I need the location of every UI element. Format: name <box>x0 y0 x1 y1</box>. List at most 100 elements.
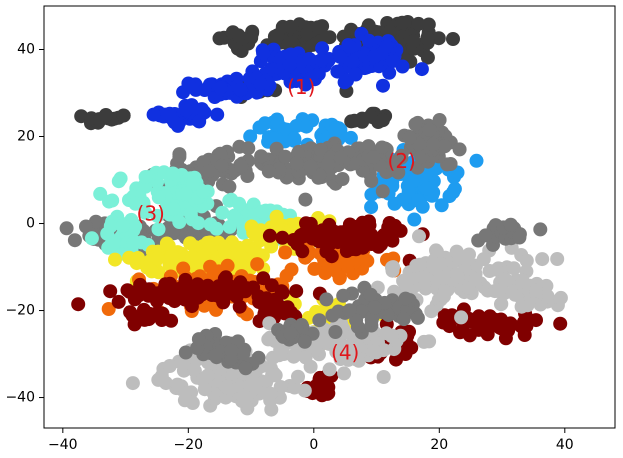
scatter-point-light-blue <box>299 119 314 134</box>
scatter-point-mid-gray <box>335 172 350 186</box>
scatter-point-yellow <box>131 251 146 265</box>
scatter-point-blue <box>345 54 360 69</box>
scatter-point-mid-gray <box>224 343 239 358</box>
scatter-point-mid-gray <box>478 228 493 243</box>
scatter-point-orange <box>360 253 375 268</box>
scatter-point-light-gray <box>273 380 288 394</box>
scatter-point-cyan <box>150 208 165 223</box>
scatter-point-light-gray <box>384 329 399 344</box>
scatter-point-yellow <box>165 248 179 263</box>
scatter-point-cyan <box>166 202 181 217</box>
scatter-point-light-gray <box>489 262 504 277</box>
scatter-point-yellow <box>197 248 212 263</box>
scatter-point-yellow <box>264 239 279 254</box>
scatter-point-light-blue <box>343 130 358 145</box>
scatter-point-light-blue <box>328 123 343 138</box>
scatter-point-dark-red <box>71 297 86 312</box>
scatter-point-light-gray <box>412 257 427 272</box>
scatter-point-light-gray <box>298 350 313 365</box>
scatter-point-light-gray <box>424 304 439 319</box>
scatter-point-mid-gray <box>319 292 334 307</box>
scatter-point-mid-gray <box>283 326 298 341</box>
x-tick-label: 20 <box>430 437 448 453</box>
scatter-point-light-gray <box>459 252 474 267</box>
scatter-point-mid-gray <box>321 157 335 172</box>
scatter-point-mid-gray <box>342 303 357 318</box>
scatter-point-dark-upper <box>322 30 337 45</box>
scatter-point-dark-upper <box>311 20 326 35</box>
scatter-point-light-gray <box>263 386 278 401</box>
scatter-point-cyan <box>209 221 224 236</box>
scatter-point-cyan <box>151 190 166 205</box>
scatter-point-mid-gray <box>238 361 253 376</box>
scatter-point-yellow <box>233 257 248 272</box>
scatter-point-light-gray <box>436 271 450 286</box>
scatter-point-cyan <box>254 204 269 219</box>
scatter-point-mid-gray <box>375 140 389 155</box>
scatter-point-dark-red <box>275 285 290 300</box>
scatter-point-light-blue <box>287 131 302 146</box>
y-tick-label: 20 <box>17 129 35 145</box>
y-tick-label: 0 <box>26 216 35 232</box>
scatter-point-dark-red <box>437 308 452 323</box>
scatter-point-mid-gray <box>408 117 423 132</box>
scatter-point-light-gray <box>197 382 212 397</box>
scatter-point-dark-upper <box>406 34 421 49</box>
scatter-point-light-gray <box>162 359 177 373</box>
scatter-point-dark-upper <box>231 28 246 43</box>
scatter-point-orange <box>220 258 235 273</box>
scatter-point-dark-red <box>122 284 137 299</box>
scatter-point-dark-red <box>162 291 177 306</box>
scatter-point-dark-upper <box>116 108 131 123</box>
scatter-point-dark-red <box>290 234 305 249</box>
scatter-point-dark-upper <box>363 109 378 124</box>
scatter-point-mid-gray <box>437 139 452 154</box>
scatter-point-dark-red <box>517 328 532 342</box>
scatter-point-mid-gray <box>328 325 343 339</box>
scatter-point-dark-red <box>164 313 179 328</box>
scatter-point-dark-red <box>111 294 126 309</box>
scatter-point-mid-gray <box>297 334 312 349</box>
scatter-point-orange <box>278 245 293 260</box>
scatter-point-cyan <box>126 236 141 251</box>
scatter-point-mid-gray <box>333 150 348 165</box>
scatter-point-blue <box>253 77 268 91</box>
scatter-point-light-gray <box>125 376 140 391</box>
scatter-point-mid-gray <box>402 130 417 145</box>
scatter-point-light-gray <box>322 362 337 377</box>
scatter-point-dark-red <box>150 294 164 308</box>
scatter-point-dark-red <box>256 271 271 286</box>
scatter-point-cyan <box>222 219 237 234</box>
scatter-point-blue <box>314 53 329 68</box>
scatter-point-dark-red <box>358 232 373 247</box>
scatter-point-dark-red <box>220 283 235 298</box>
scatter-point-light-gray <box>553 290 568 305</box>
scatter-point-mid-gray <box>241 141 256 156</box>
scatter-point-mid-gray <box>67 233 82 248</box>
scatter-point-blue <box>367 49 382 64</box>
scatter-point-cyan <box>115 219 130 233</box>
scatter-point-blue <box>414 62 429 77</box>
scatter-point-light-blue <box>289 119 304 133</box>
scatter-point-mid-gray <box>298 192 313 207</box>
scatter-point-blue <box>376 78 390 93</box>
scatter-point-mid-gray <box>391 165 406 180</box>
scatter-point-light-gray <box>367 344 382 359</box>
scatter-point-blue <box>213 80 228 95</box>
scatter-point-dark-red <box>362 218 377 233</box>
scatter-point-mid-gray <box>312 313 327 328</box>
scatter-point-blue <box>333 49 348 64</box>
scatter-point-light-gray <box>529 283 543 298</box>
x-tick-label: 0 <box>309 437 318 453</box>
scatter-point-yellow <box>108 252 122 267</box>
scatter-point-mid-gray <box>410 160 425 175</box>
scatter-point-mid-gray <box>363 287 378 302</box>
scatter-point-dark-red <box>173 281 188 296</box>
scatter-point-light-gray <box>434 256 449 271</box>
scatter-point-dark-red <box>504 317 519 332</box>
scatter-point-mid-gray <box>533 222 548 237</box>
scatter-point-mid-gray <box>336 288 351 303</box>
scatter-point-light-gray <box>287 380 302 395</box>
scatter-point-mid-gray <box>349 313 364 328</box>
scatter-point-light-blue <box>253 120 268 135</box>
